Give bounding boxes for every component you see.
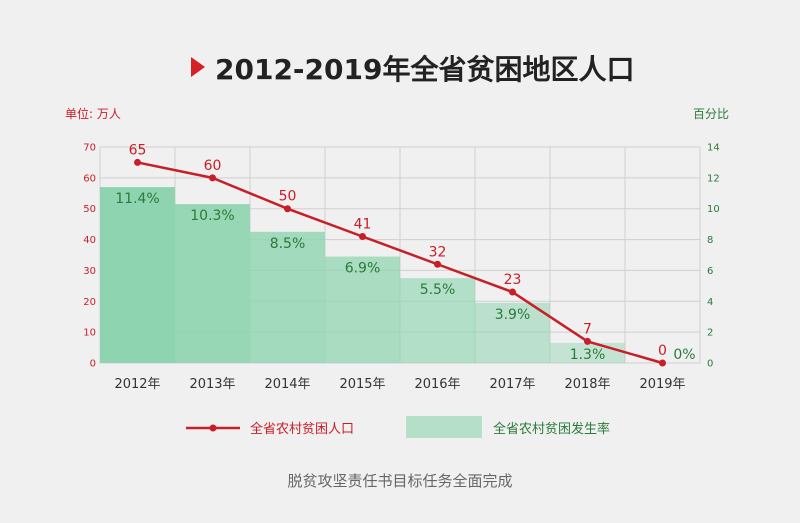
category-label: 2019年: [639, 377, 685, 392]
bar-4: [400, 278, 475, 363]
bar-1: [175, 204, 250, 363]
right-axis-unit: 百分比: [693, 107, 729, 121]
category-label: 2017年: [489, 377, 535, 392]
legend-bar-swatch: [406, 416, 482, 438]
right-tick-label: 6: [707, 266, 713, 277]
left-tick-label: 30: [83, 266, 96, 277]
left-tick-label: 70: [83, 143, 96, 154]
line-point: [209, 174, 216, 182]
bar-2: [250, 231, 325, 363]
right-tick-label: 4: [707, 297, 713, 308]
left-tick-label: 50: [83, 204, 96, 215]
bar-value-label: 8.5%: [270, 236, 306, 252]
category-label: 2014年: [264, 377, 310, 392]
left-tick-label: 40: [83, 235, 96, 246]
chart-title: 2012-2019年全省贫困地区人口: [215, 53, 634, 86]
line-series: [137, 161, 663, 365]
right-tick-label: 8: [707, 235, 713, 246]
category-label: 2016年: [414, 377, 460, 392]
bar-0: [100, 187, 175, 363]
line-point: [134, 158, 141, 166]
line-point: [284, 205, 291, 213]
right-tick-label: 12: [707, 173, 720, 184]
bar-5: [475, 302, 550, 363]
legend-line-point: [209, 424, 217, 432]
bar-value-label: 6.9%: [345, 261, 381, 277]
bar-3: [325, 256, 400, 363]
right-tick-label: 10: [707, 204, 720, 215]
left-tick-label: 10: [83, 328, 96, 339]
line-point: [434, 260, 441, 268]
line-value-label: 50: [279, 189, 297, 205]
bar-value-label: 11.4%: [115, 191, 159, 207]
category-label: 2018年: [564, 377, 610, 392]
left-tick-label: 60: [83, 173, 96, 184]
category-label: 2015年: [339, 377, 385, 392]
category-label: 2012年: [114, 377, 160, 392]
left-axis-unit: 单位: 万人: [65, 106, 121, 121]
line-point: [659, 359, 666, 367]
category-label: 2013年: [189, 377, 235, 392]
line-point: [509, 288, 516, 296]
line-value-label: 7: [583, 321, 592, 337]
line-value-label: 41: [354, 216, 372, 232]
bar-value-label: 1.3%: [570, 347, 606, 363]
line-point: [359, 232, 366, 240]
title-marker-icon: [191, 57, 205, 77]
line-value-label: 65: [129, 142, 147, 158]
bar-value-label: 5.5%: [420, 282, 456, 298]
left-tick-label: 0: [90, 359, 96, 370]
footer-caption: 脱贫攻坚责任书目标任务全面完成: [287, 472, 512, 490]
line-value-label: 60: [204, 158, 222, 174]
legend-line-label: 全省农村贫困人口: [250, 421, 354, 437]
bar-value-label: 3.9%: [495, 307, 531, 323]
line-point: [584, 337, 591, 345]
right-tick-label: 14: [707, 143, 720, 154]
right-tick-label: 2: [707, 328, 713, 339]
right-tick-label: 0: [707, 359, 713, 370]
line-value-label: 23: [504, 272, 522, 288]
left-tick-label: 20: [83, 297, 96, 308]
legend-bar-label: 全省农村贫困发生率: [493, 421, 610, 437]
bar-value-label: 0%: [673, 347, 695, 363]
line-value-label: 0: [658, 343, 667, 359]
bar-value-label: 10.3%: [190, 208, 234, 224]
line-value-label: 32: [429, 244, 447, 260]
